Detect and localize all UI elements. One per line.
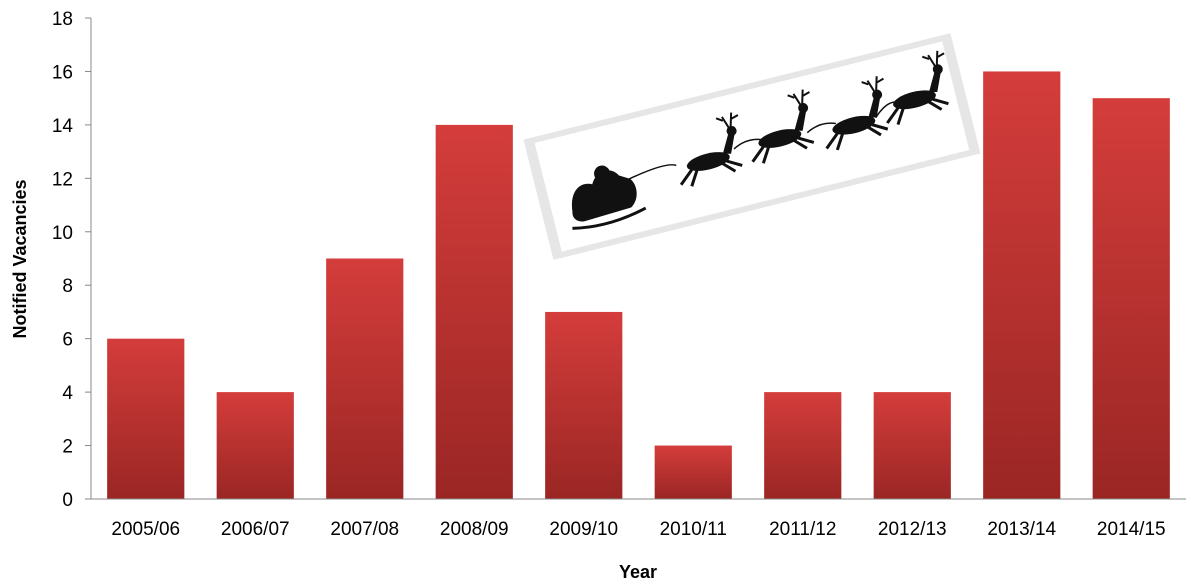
- y-tick-label: 8: [62, 276, 73, 297]
- x-tick-label: 2008/09: [440, 519, 509, 540]
- x-tick-label: 2013/14: [987, 519, 1056, 540]
- y-tick-label: 2: [62, 437, 73, 458]
- bar-2008-09: [435, 124, 513, 499]
- bar-2005-06: [107, 338, 185, 499]
- x-tick-label: 2014/15: [1097, 519, 1166, 540]
- bar-2014-15: [1092, 98, 1170, 500]
- y-axis-title: Notified Vacancies: [10, 179, 30, 338]
- bar-2009-10: [545, 311, 623, 499]
- x-axis-title: Year: [619, 562, 657, 582]
- bar-2011-12: [764, 392, 842, 499]
- y-tick-label: 18: [52, 9, 73, 30]
- bar-2006-07: [216, 392, 294, 499]
- y-tick-label: 14: [52, 116, 74, 137]
- y-tick-label: 0: [62, 490, 73, 511]
- x-tick-label: 2005/06: [111, 519, 180, 540]
- y-tick-label: 4: [62, 383, 73, 404]
- x-tick-label: 2009/10: [549, 519, 618, 540]
- y-tick-label: 12: [52, 169, 73, 190]
- x-tick-label: 2011/12: [769, 519, 836, 540]
- y-tick-label: 10: [52, 223, 73, 244]
- y-tick-label: 16: [52, 62, 73, 83]
- x-tick-label: 2010/11: [660, 519, 727, 540]
- santa-sleigh-icon: [523, 33, 981, 260]
- bar-2010-11: [654, 445, 732, 499]
- bars: [107, 71, 1170, 500]
- y-tick-label: 6: [62, 330, 73, 351]
- bar-2013-14: [983, 71, 1061, 499]
- bar-2007-08: [326, 258, 404, 499]
- bar-2012-13: [873, 392, 951, 499]
- y-axis-ticks: 0 2 4 6 8 10 12 14 16 18: [52, 9, 91, 511]
- x-tick-label: 2007/08: [330, 519, 399, 540]
- x-tick-label: 2006/07: [221, 519, 290, 540]
- x-axis-ticks: 2005/06 2006/07 2007/08 2008/09 2009/10 2010/…: [111, 519, 1165, 540]
- x-tick-label: 2012/13: [878, 519, 947, 540]
